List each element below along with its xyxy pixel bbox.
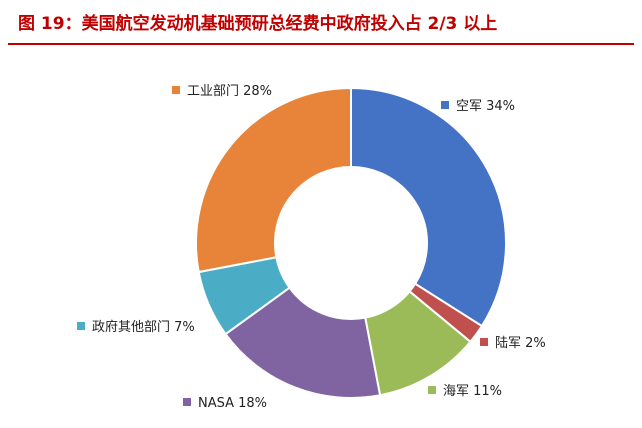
slice-6 <box>195 86 352 274</box>
label-marker-5 <box>77 322 85 330</box>
slice-label-1: 空军 34% <box>456 99 515 114</box>
slice-label-3: 海军 11% <box>443 384 502 399</box>
slice-label-6: 工业部门 28% <box>187 84 272 99</box>
label-marker-3 <box>428 386 436 394</box>
slice-label-4: NASA 18% <box>198 396 267 411</box>
label-marker-2 <box>480 338 488 346</box>
donut-slices <box>195 86 507 399</box>
title-divider <box>8 43 634 45</box>
slice-1 <box>350 86 507 328</box>
chart-title: 图 19：美国航空发动机基础预研总经费中政府投入占 2/3 以上 <box>18 14 498 34</box>
label-marker-4 <box>183 398 191 406</box>
label-marker-6 <box>172 86 180 94</box>
label-marker-1 <box>441 101 449 109</box>
slice-labels: 空军 34% 陆军 2% 海军 11% NASA 18% 政府其他部门 7% 工业部门 2… <box>77 84 546 411</box>
slice-label-2: 陆军 2% <box>495 335 546 351</box>
slice-label-5: 政府其他部门 7% <box>92 320 195 335</box>
slice-4 <box>224 286 382 399</box>
